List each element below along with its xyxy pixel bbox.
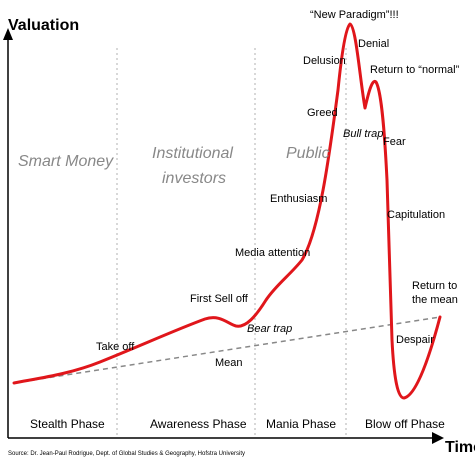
phase-blow-off: Blow off Phase [365, 417, 445, 431]
label-delusion: Delusion [303, 55, 346, 67]
label-return-mean-line1: Return to [412, 280, 457, 292]
label-fear: Fear [383, 136, 406, 148]
label-new-paradigm: “New Paradigm”!!! [310, 9, 399, 21]
label-capitulation: Capitulation [387, 209, 445, 221]
y-axis-title: Valuation [8, 17, 79, 34]
label-first-sell-off: First Sell off [190, 293, 249, 305]
phase-mania: Mania Phase [266, 417, 336, 431]
valuation-curve [12, 22, 442, 400]
x-axis-title: Time [445, 439, 475, 456]
phase-awareness: Awareness Phase [150, 417, 247, 431]
label-mean: Mean [215, 357, 243, 369]
y-axis-arrowhead [3, 28, 13, 40]
source-credit: Source: Dr. Jean-Paul Rodrigue, Dept. of… [8, 451, 245, 457]
label-take-off: Take off [96, 341, 135, 353]
phase-stealth: Stealth Phase [30, 417, 105, 431]
phase-title-smart-money: Smart Money [18, 153, 114, 170]
label-return-mean-line2: the mean [412, 294, 458, 306]
label-enthusiasm: Enthusiasm [270, 193, 327, 205]
phase-title-institutional: Institutional [152, 145, 233, 162]
label-bull-trap: Bull trap [343, 128, 383, 140]
label-denial: Denial [358, 38, 389, 50]
label-greed: Greed [307, 107, 338, 119]
phase-title-investors: investors [162, 170, 226, 187]
mean-line [13, 316, 441, 384]
phase-title-public: Public [286, 145, 330, 162]
label-despair: Despair [396, 334, 434, 346]
label-media-attention: Media attention [235, 247, 310, 259]
label-return-normal: Return to “normal” [370, 64, 460, 76]
x-axis-arrowhead [432, 432, 444, 444]
label-bear-trap: Bear trap [247, 323, 292, 335]
